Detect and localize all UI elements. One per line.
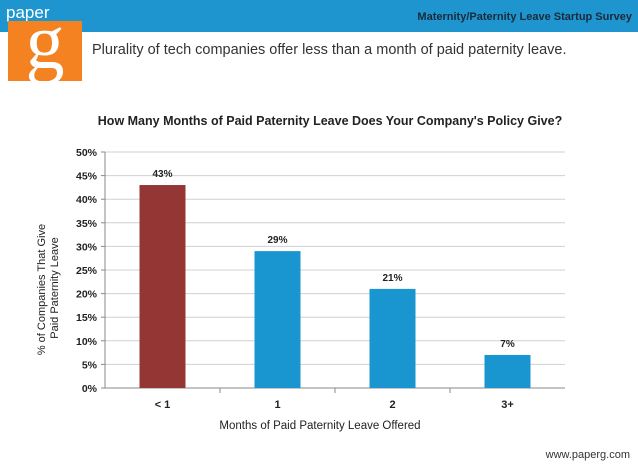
- bar: [484, 354, 531, 388]
- y-axis-label: % of Companies That Give Paid Paternity …: [36, 221, 61, 355]
- y-tick-label: 0%: [82, 383, 98, 395]
- grid-lines: [105, 151, 565, 365]
- headline: Plurality of tech companies offer less t…: [92, 42, 567, 58]
- data-label: 7%: [500, 339, 515, 350]
- y-tick-label: 40%: [76, 194, 98, 206]
- y-tick-labels: 0% 5% 10% 15% 20% 25% 30% 35% 40% 45% 50%: [76, 147, 98, 395]
- y-tick-label: 5%: [82, 359, 98, 371]
- brand-name: paper: [6, 3, 50, 22]
- y-tick-label: 20%: [76, 289, 98, 301]
- bar: [139, 185, 186, 388]
- data-label: 43%: [152, 169, 172, 180]
- logo-letter: g: [25, 0, 65, 85]
- x-axis-label: Months of Paid Paternity Leave Offered: [219, 420, 420, 432]
- footer-url: www.paperg.com: [545, 449, 630, 461]
- paperg-logo: g: [8, 3, 82, 81]
- x-tick-label: 2: [389, 399, 395, 411]
- bars: [139, 185, 531, 388]
- x-tick-label: 3+: [501, 399, 514, 411]
- bar: [369, 288, 416, 388]
- bar: [254, 251, 301, 388]
- chart-title: How Many Months of Paid Paternity Leave …: [98, 114, 562, 128]
- y-tick-label: 25%: [76, 265, 98, 277]
- top-bar: paper Maternity/Paternity Leave Startup …: [0, 0, 638, 32]
- x-tick-labels: < 1 1 2 3+: [155, 399, 514, 411]
- survey-title: Maternity/Paternity Leave Startup Survey: [417, 11, 632, 23]
- y-tick-label: 10%: [76, 336, 98, 348]
- y-tick-label: 50%: [76, 147, 98, 159]
- x-tick-label: < 1: [155, 399, 171, 411]
- y-tick-label: 35%: [76, 218, 98, 230]
- y-axis-label-line-1: % of Companies That Give: [36, 224, 48, 355]
- y-tick-label: 45%: [76, 171, 98, 183]
- bar-chart: How Many Months of Paid Paternity Leave …: [36, 114, 565, 432]
- data-label: 21%: [382, 273, 402, 284]
- x-tick-label: 1: [274, 399, 280, 411]
- y-tick-label: 15%: [76, 312, 98, 324]
- data-labels: 43% 29% 21% 7%: [152, 169, 514, 350]
- y-tick-label: 30%: [76, 241, 98, 253]
- data-label: 29%: [267, 235, 287, 246]
- y-axis-label-line-2: Paid Paternity Leave: [49, 237, 61, 339]
